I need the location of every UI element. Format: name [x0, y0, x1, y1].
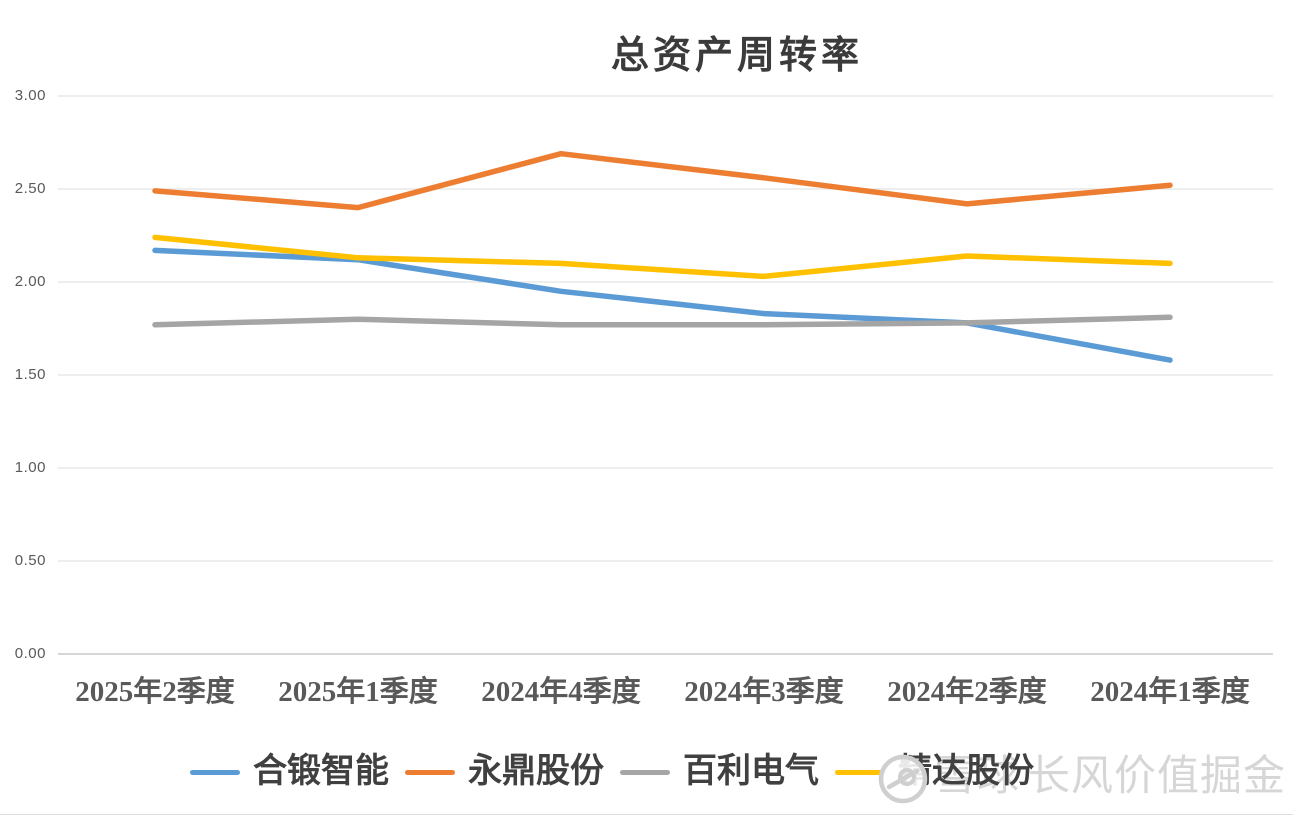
y-tick-label: 2.50 — [14, 180, 46, 197]
x-category-label: 2024年3季度 — [684, 676, 844, 708]
y-tick-label: 0.50 — [14, 552, 46, 569]
x-category-label: 2025年1季度 — [278, 676, 438, 708]
watermark-text: 雪球 长风价值掘金 — [934, 750, 1286, 804]
legend-item-0: 合锻智能 — [190, 748, 389, 796]
series-line-1 — [152, 150, 1173, 211]
y-tick-label: 3.00 — [14, 87, 46, 104]
legend-item-3: 精达股份 — [835, 748, 1034, 796]
watermark-author: 长风价值掘金 — [1028, 754, 1287, 800]
series-line-3 — [152, 234, 1173, 280]
series-line-2 — [152, 314, 1173, 328]
y-tick-label: 1.00 — [14, 459, 46, 476]
legend-item-2: 百利电气 — [620, 748, 819, 796]
legend-label: 合锻智能 — [253, 753, 389, 790]
y-tick-label: 0.00 — [14, 645, 46, 662]
y-tick-label: 2.00 — [14, 273, 46, 290]
y-tick-label: 1.50 — [14, 366, 46, 383]
x-category-label: 2024年1季度 — [1090, 676, 1250, 708]
chart-legend: 合锻智能 永鼎股份 百利电气 精达股份 — [190, 748, 1050, 796]
page-bottom-divider — [0, 814, 1293, 815]
x-category-label: 2024年4季度 — [481, 676, 641, 708]
legend-swatch-icon — [190, 769, 240, 775]
legend-label: 永鼎股份 — [468, 753, 604, 790]
legend-item-1: 永鼎股份 — [405, 748, 604, 796]
series-line-0 — [152, 247, 1173, 363]
legend-swatch-icon — [405, 769, 455, 775]
snowball-logo-icon — [878, 754, 928, 804]
watermark-brand: 雪球 — [934, 754, 1021, 800]
legend-swatch-icon — [835, 769, 885, 775]
x-category-label: 2025年2季度 — [75, 676, 235, 708]
legend-label: 百利电气 — [683, 753, 819, 790]
x-category-label: 2024年2季度 — [887, 676, 1047, 708]
legend-swatch-icon — [620, 769, 670, 775]
chart-title: 总资产周转率 — [610, 35, 864, 77]
